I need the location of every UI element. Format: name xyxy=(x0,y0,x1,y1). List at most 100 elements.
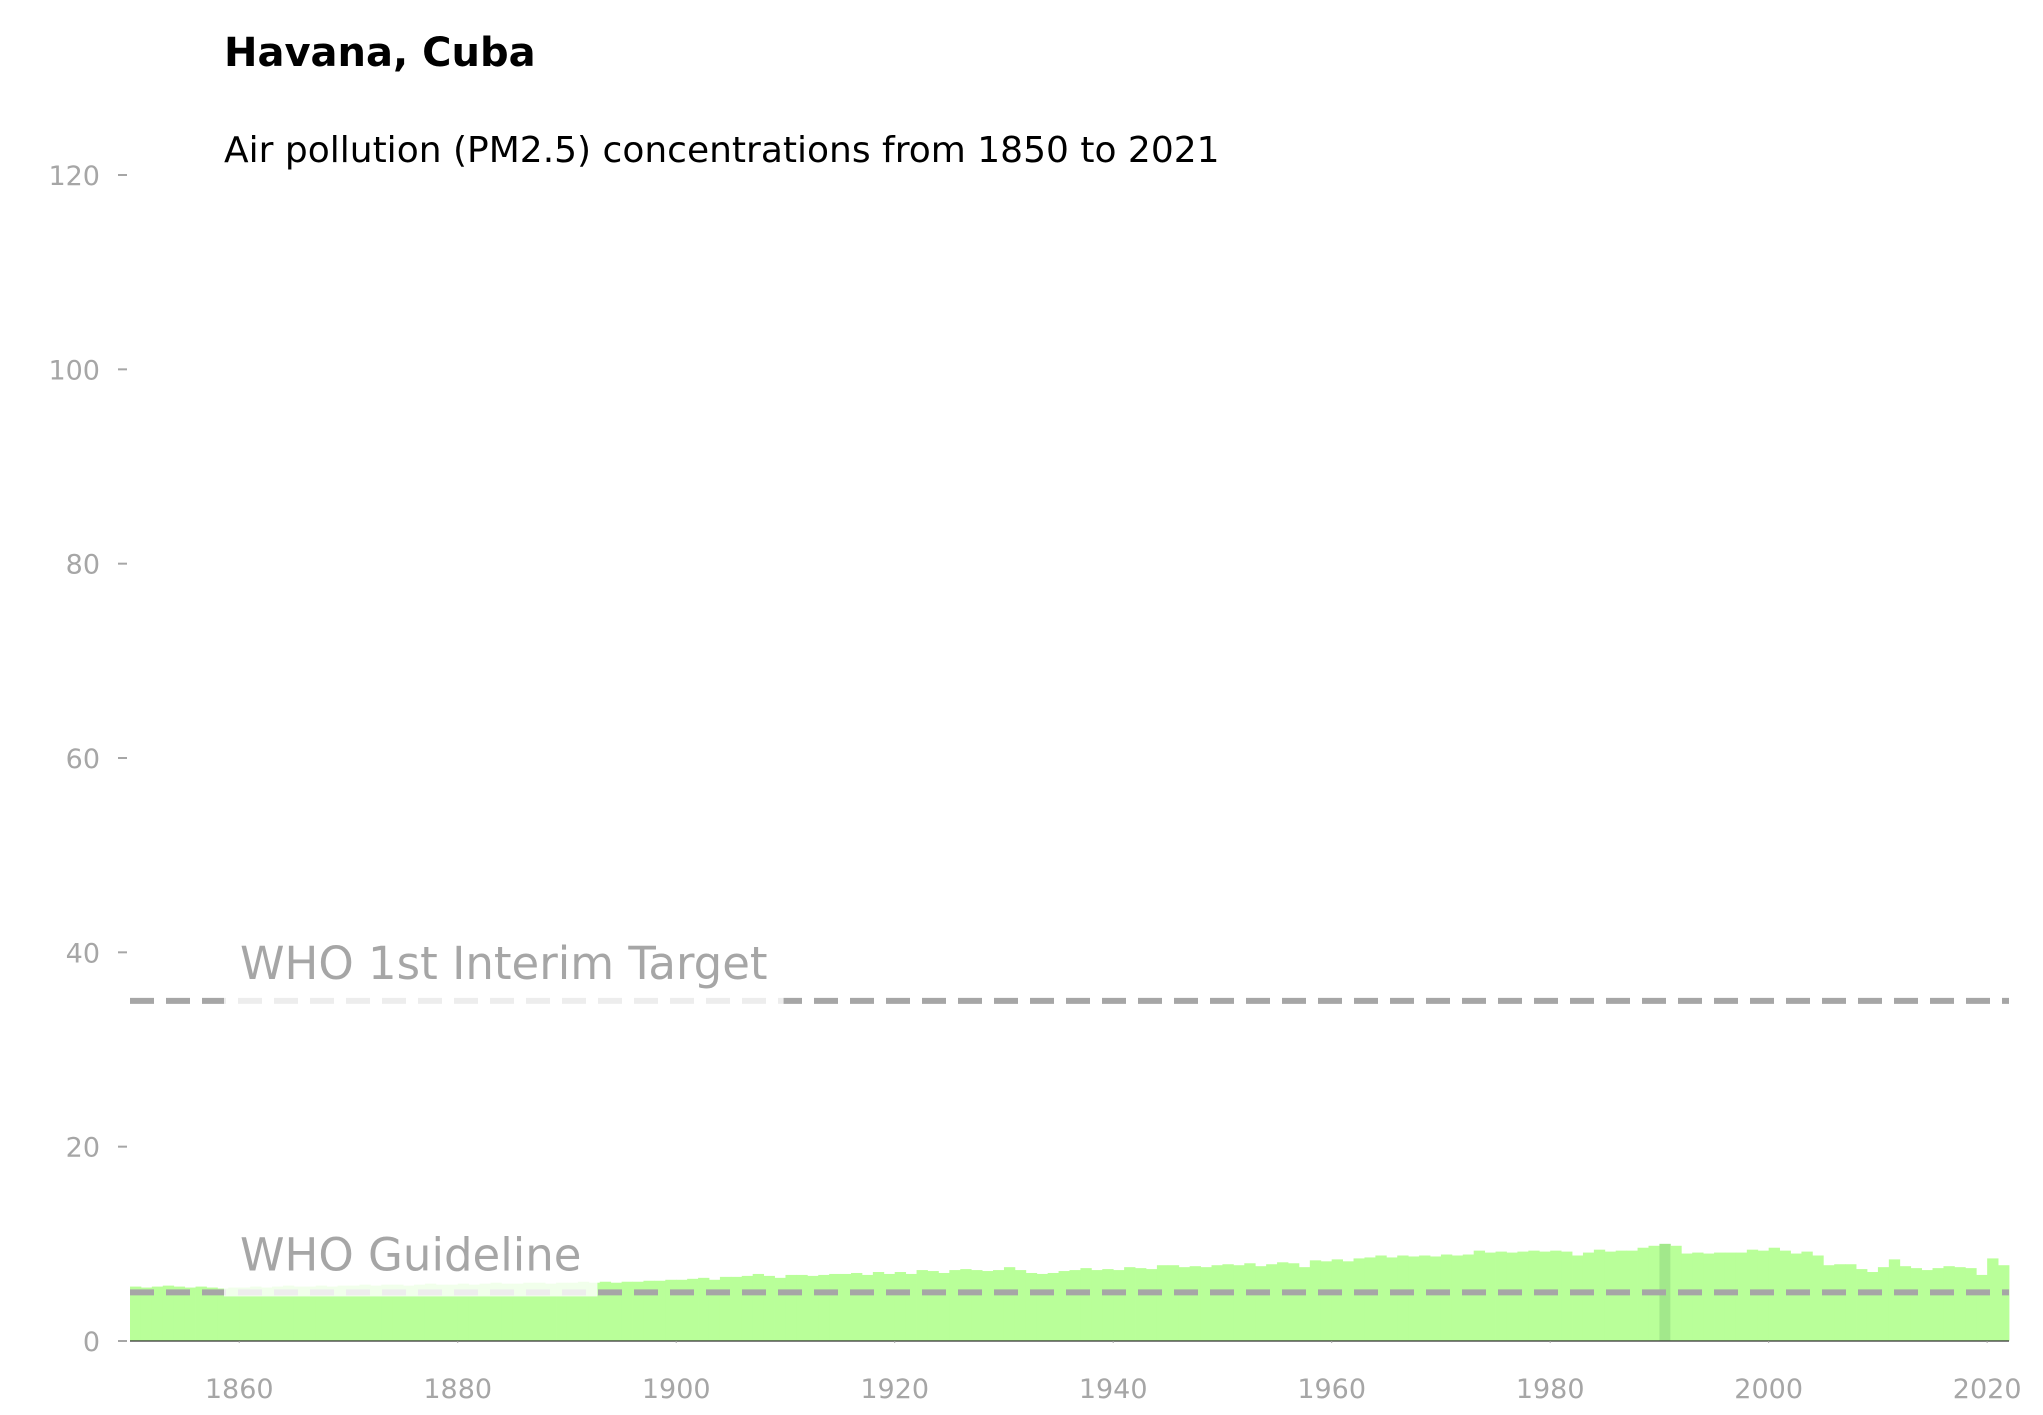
x-tick-label: 2000 xyxy=(1734,1374,1803,1405)
bar xyxy=(960,1269,972,1341)
bar xyxy=(1965,1268,1977,1341)
bar xyxy=(1124,1267,1136,1341)
bar xyxy=(162,1285,175,1341)
bar xyxy=(403,1285,415,1341)
bar xyxy=(566,1282,579,1341)
bar xyxy=(763,1275,775,1341)
bar xyxy=(610,1282,622,1341)
bar xyxy=(1735,1252,1748,1341)
bar xyxy=(1298,1267,1311,1341)
bar xyxy=(719,1276,732,1341)
bar xyxy=(1113,1270,1125,1341)
bar xyxy=(261,1287,273,1341)
bar xyxy=(1484,1252,1496,1341)
bar xyxy=(1801,1251,1813,1341)
bar xyxy=(1003,1267,1016,1341)
bar xyxy=(1069,1270,1081,1341)
bar xyxy=(1244,1263,1256,1341)
bar xyxy=(1768,1247,1780,1341)
bar xyxy=(1419,1255,1431,1341)
bar xyxy=(1670,1245,1682,1341)
bar xyxy=(250,1286,262,1341)
x-tick-label: 1960 xyxy=(1297,1374,1366,1405)
bar xyxy=(1200,1267,1212,1341)
bar xyxy=(1320,1261,1333,1341)
bar xyxy=(840,1273,852,1341)
bar xyxy=(1375,1255,1387,1341)
bar xyxy=(1582,1252,1595,1341)
bar xyxy=(512,1283,524,1341)
bar xyxy=(1342,1261,1354,1341)
y-tick-label: 0 xyxy=(83,1327,100,1358)
bar xyxy=(1091,1270,1103,1341)
bar xyxy=(1681,1253,1693,1341)
bar xyxy=(1703,1253,1715,1341)
bar xyxy=(1910,1268,1923,1341)
bar xyxy=(1495,1251,1507,1341)
bar xyxy=(195,1286,207,1341)
reference-label-background xyxy=(224,1277,598,1297)
bar xyxy=(184,1287,196,1341)
bar xyxy=(1440,1254,1453,1341)
bar xyxy=(1845,1264,1857,1341)
bar xyxy=(359,1284,371,1341)
x-tick-label: 1860 xyxy=(205,1374,274,1405)
bar xyxy=(1145,1269,1158,1341)
bar xyxy=(993,1270,1005,1341)
bar xyxy=(1899,1266,1912,1341)
bar xyxy=(1757,1250,1770,1341)
bar xyxy=(665,1279,677,1341)
bar xyxy=(1397,1255,1409,1341)
bar xyxy=(927,1271,939,1341)
bar xyxy=(1255,1266,1267,1341)
bar xyxy=(785,1274,797,1341)
bar xyxy=(1135,1268,1147,1341)
bar xyxy=(774,1277,786,1341)
bar xyxy=(217,1288,229,1341)
bar xyxy=(643,1280,655,1341)
bar xyxy=(1506,1252,1518,1341)
bar xyxy=(818,1274,830,1341)
bar xyxy=(1998,1265,2010,1341)
bar xyxy=(938,1272,950,1341)
bar xyxy=(1877,1267,1890,1341)
bar xyxy=(1888,1259,1901,1341)
bar xyxy=(1593,1249,1606,1341)
bar xyxy=(1604,1251,1617,1341)
chart-subtitle: Air pollution (PM2.5) concentrations fro… xyxy=(224,130,1220,171)
bar xyxy=(545,1283,557,1341)
y-tick-label: 40 xyxy=(66,938,100,969)
bar xyxy=(501,1283,513,1341)
bar xyxy=(173,1286,186,1341)
bar xyxy=(1615,1250,1628,1341)
bar xyxy=(523,1282,535,1341)
bar xyxy=(1451,1255,1464,1341)
bar xyxy=(414,1284,426,1341)
bar xyxy=(304,1286,317,1341)
bar xyxy=(1473,1250,1486,1341)
bar xyxy=(1058,1271,1070,1341)
bar xyxy=(228,1287,240,1341)
bar xyxy=(1331,1259,1344,1341)
bar xyxy=(1692,1252,1704,1341)
bar xyxy=(905,1273,917,1341)
bar xyxy=(949,1270,961,1341)
bar xyxy=(1036,1273,1049,1341)
bar xyxy=(1987,1258,1999,1341)
bar xyxy=(1779,1250,1791,1341)
bar xyxy=(370,1285,382,1341)
bar xyxy=(1714,1252,1726,1341)
bar xyxy=(1943,1266,1955,1341)
bar xyxy=(1517,1251,1529,1341)
bar xyxy=(1408,1256,1420,1341)
bar xyxy=(1156,1265,1169,1341)
bar xyxy=(982,1271,994,1341)
bar xyxy=(752,1273,765,1341)
bar xyxy=(490,1282,502,1341)
bar xyxy=(479,1283,491,1341)
bar xyxy=(1812,1255,1824,1341)
bar xyxy=(1954,1267,1966,1341)
bar xyxy=(599,1281,612,1341)
